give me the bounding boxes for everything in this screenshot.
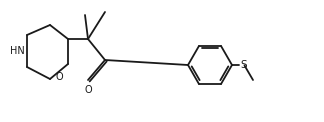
Text: O: O <box>55 72 63 82</box>
Text: HN: HN <box>10 46 25 56</box>
Text: S: S <box>240 60 247 70</box>
Text: O: O <box>84 85 92 95</box>
